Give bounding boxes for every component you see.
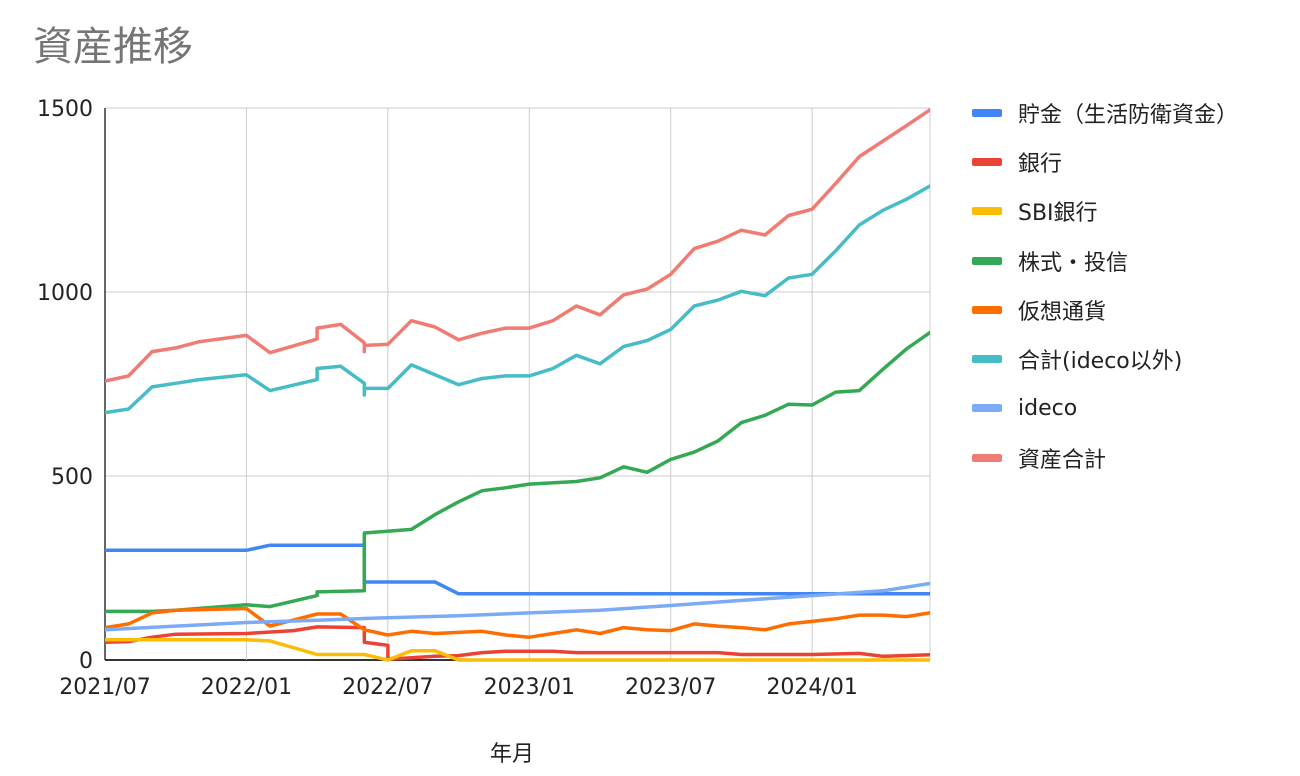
legend-swatch (972, 355, 1002, 364)
legend-item-0: 貯金（生活防衛資金） (972, 88, 1238, 137)
series-line-2 (105, 638, 930, 662)
legend-label: SBI銀行 (1018, 201, 1098, 227)
series-line-1 (105, 625, 930, 662)
legend-label: 資産合計 (1018, 447, 1107, 473)
legend-swatch (972, 108, 1002, 117)
y-tick-label: 0 (79, 649, 93, 674)
legend-swatch (972, 207, 1002, 216)
legend-swatch (972, 305, 1002, 314)
chart-title: 資産推移 (33, 24, 193, 70)
legend-swatch (972, 256, 1002, 265)
y-tick-label: 500 (51, 465, 93, 490)
x-axis-label: 年月 (490, 742, 535, 767)
legend-item-6: ideco (972, 384, 1238, 433)
x-tick-label: 2024/01 (766, 675, 857, 700)
legend-label: 銀行 (1018, 151, 1063, 177)
legend-item-1: 銀行 (972, 137, 1238, 186)
legend-label: 貯金（生活防衛資金） (1018, 102, 1239, 128)
series-line-5 (105, 184, 930, 415)
legend-item-5: 合計(ideco以外) (972, 334, 1238, 383)
x-tick-label: 2023/07 (625, 675, 716, 700)
legend-label: 合計(ideco以外) (1018, 349, 1183, 375)
legend-swatch (972, 157, 1002, 166)
series-line-6 (105, 581, 930, 632)
legend-swatch (972, 404, 1002, 413)
x-tick-label: 2022/01 (201, 675, 292, 700)
legend-item-4: 仮想通貨 (972, 285, 1238, 334)
series-line-3 (105, 330, 930, 614)
legend-label: 株式・投信 (1018, 250, 1129, 276)
legend-label: 仮想通貨 (1018, 299, 1107, 325)
legend-item-2: SBI銀行 (972, 187, 1238, 236)
x-tick-label: 2022/07 (342, 675, 433, 700)
legend-swatch (972, 453, 1002, 462)
series-line-0 (105, 543, 930, 596)
legend-label: ideco (1018, 395, 1078, 421)
legend: 貯金（生活防衛資金） 銀行 SBI銀行株式・投信仮想通貨合計(ideco以外) ide… (972, 88, 1238, 482)
y-tick-label: 1000 (37, 281, 93, 306)
x-tick-label: 2023/01 (484, 675, 575, 700)
series-line-7 (105, 108, 930, 383)
x-tick-label: 2021/07 (59, 675, 150, 700)
legend-item-3: 株式・投信 (972, 236, 1238, 285)
y-tick-label: 1500 (37, 97, 93, 122)
legend-item-7: 資産合計 (972, 433, 1238, 482)
